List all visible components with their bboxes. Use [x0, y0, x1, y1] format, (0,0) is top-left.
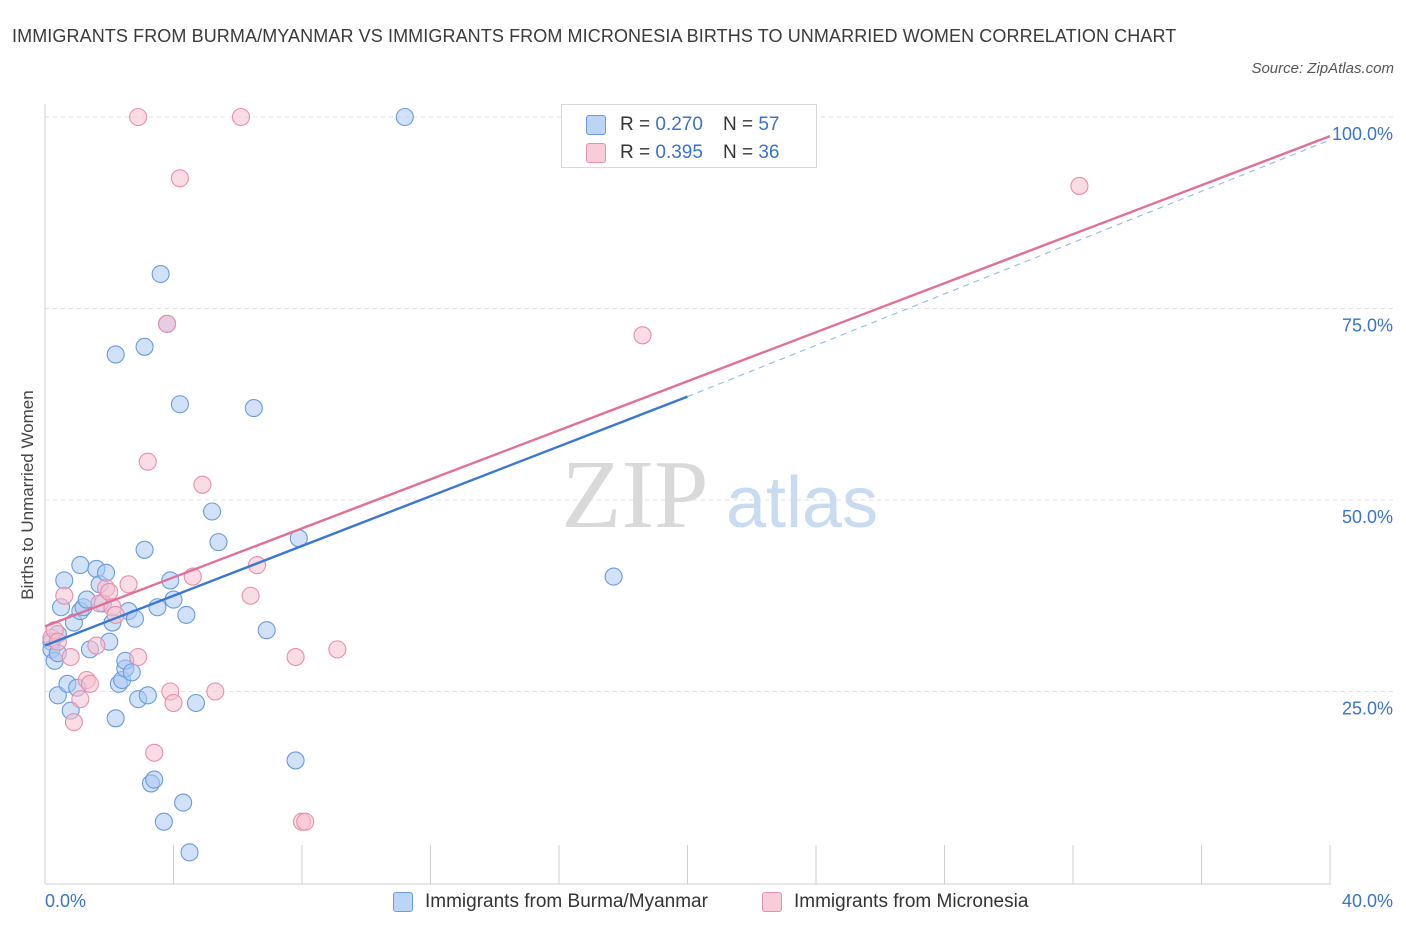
- stats-row-burma: R = 0.270 N = 57: [586, 112, 779, 138]
- micronesia-point: [164, 693, 183, 713]
- burma-point: [151, 264, 170, 284]
- micronesia-point: [71, 690, 90, 709]
- watermark-atlas: atlas: [726, 463, 878, 543]
- axes: [44, 104, 1331, 885]
- burma-point: [244, 399, 263, 418]
- burma-point: [135, 337, 154, 356]
- burma-point: [203, 502, 222, 521]
- micronesia-point: [1070, 176, 1089, 195]
- legend-item-micronesia[interactable]: Immigrants from Micronesia: [762, 889, 1028, 915]
- watermark: ZIP atlas: [562, 441, 879, 549]
- micronesia-point: [145, 743, 164, 762]
- r-value-micronesia: 0.395: [655, 142, 703, 163]
- burma-point: [209, 533, 228, 552]
- burma-point: [135, 540, 154, 559]
- burma-point: [106, 709, 125, 728]
- burma-point: [71, 556, 90, 575]
- n-label: N =: [722, 142, 754, 163]
- watermark-zip: ZIP: [562, 441, 709, 549]
- burma-point: [177, 605, 196, 624]
- r-label: R =: [620, 114, 651, 135]
- burma-point: [154, 812, 173, 831]
- trend-micronesia: [44, 135, 1331, 628]
- y-tick-label: 100.0%: [1332, 124, 1393, 144]
- trend-burma: [44, 395, 688, 647]
- micronesia-point: [61, 647, 80, 667]
- micronesia-point: [170, 169, 189, 188]
- micronesia-point: [158, 314, 177, 333]
- micronesia-point: [87, 636, 106, 655]
- series-micronesia-points: [42, 107, 1089, 831]
- micronesia-point: [64, 713, 83, 732]
- tick-labels: 25.0% 50.0% 75.0% 100.0% 0.0% 40.0%: [45, 124, 1393, 911]
- micronesia-point: [206, 682, 225, 701]
- chart-title: IMMIGRANTS FROM BURMA/MYANMAR VS IMMIGRA…: [12, 26, 1177, 46]
- micronesia-point: [55, 586, 74, 605]
- legend-label-burma: Immigrants from Burma/Myanmar: [425, 891, 708, 912]
- burma-point: [170, 395, 189, 414]
- stats-row-micronesia: R = 0.395 N = 36: [586, 140, 779, 166]
- burma-point: [604, 567, 623, 586]
- micronesia-point: [633, 326, 652, 345]
- micronesia-point: [80, 674, 100, 693]
- n-value-burma: 57: [758, 114, 780, 135]
- micronesia-point: [241, 586, 260, 605]
- legend-swatch-micronesia: [762, 892, 782, 912]
- burma-point: [55, 571, 74, 590]
- burma-point: [138, 686, 157, 705]
- burma-point: [257, 621, 276, 640]
- x-tick-label-max: 40.0%: [1342, 891, 1393, 911]
- legend-swatch-burma: [586, 115, 606, 135]
- micronesia-point: [286, 647, 305, 667]
- burma-point: [286, 751, 305, 770]
- n-label: N =: [722, 114, 754, 135]
- y-tick-label: 50.0%: [1342, 507, 1393, 527]
- micronesia-point: [129, 107, 148, 127]
- legend-swatch-burma: [393, 892, 413, 912]
- y-tick-label: 25.0%: [1342, 699, 1393, 719]
- series-burma-points: [42, 107, 623, 862]
- burma-point: [180, 843, 199, 862]
- micronesia-point: [100, 582, 119, 601]
- y-tick-label: 75.0%: [1342, 316, 1393, 336]
- source-label: Source: ZipAtlas.com: [1251, 60, 1394, 77]
- n-value-micronesia: 36: [758, 142, 780, 163]
- micronesia-point: [193, 475, 212, 494]
- stats-legend: R = 0.270 N = 57 R = 0.395 N = 36: [561, 104, 817, 168]
- r-label: R =: [620, 142, 651, 163]
- trend-burma-extension: [687, 139, 1331, 398]
- micronesia-point: [129, 647, 148, 667]
- legend-item-burma[interactable]: Immigrants from Burma/Myanmar: [393, 889, 708, 915]
- burma-point: [186, 693, 206, 713]
- trend-lines: [44, 135, 1331, 647]
- r-value-burma: 0.270: [655, 114, 703, 135]
- grid: [45, 116, 1393, 692]
- burma-point: [145, 770, 164, 789]
- micronesia-point: [138, 452, 157, 471]
- micronesia-point: [296, 812, 315, 831]
- burma-point: [106, 345, 125, 364]
- burma-point: [96, 563, 116, 582]
- micronesia-point: [119, 575, 138, 594]
- burma-point: [174, 793, 193, 812]
- legend-label-micronesia: Immigrants from Micronesia: [794, 891, 1029, 912]
- x-tick-label-min: 0.0%: [45, 891, 86, 911]
- burma-point: [122, 663, 141, 682]
- burma-point: [395, 107, 414, 127]
- legend-swatch-micronesia: [586, 143, 606, 163]
- micronesia-point: [231, 107, 251, 127]
- micronesia-point: [328, 640, 347, 659]
